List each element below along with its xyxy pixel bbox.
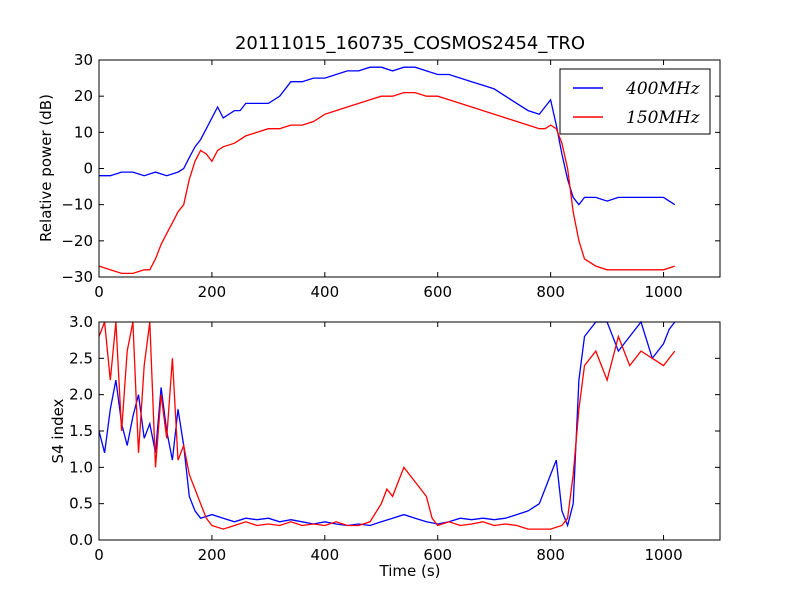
s4-y-tick-label: 0.0 (69, 531, 93, 549)
power-y-tick-label: 20 (74, 87, 93, 105)
power-series-400mhz-line (99, 66, 676, 206)
power-x-tick-label: 600 (423, 283, 452, 301)
s4-y-axis-label: S4 index (49, 398, 67, 463)
s4-y-tick-label: 2.5 (69, 349, 93, 367)
s4-x-tick-label: 0 (94, 546, 104, 564)
s4-y-tick-label: 2.0 (69, 386, 93, 404)
s4-series-group (98, 320, 676, 530)
s4-x-tick-label: 800 (536, 546, 565, 564)
power-y-tick-label: −10 (61, 196, 93, 214)
s4-x-tick-label: 600 (423, 546, 452, 564)
s4-series-400mhz-line (98, 320, 676, 528)
power-x-tick-label: 0 (94, 283, 104, 301)
power-y-tick-label: −30 (61, 268, 93, 286)
s4-y-tick-label: 3.0 (69, 313, 93, 331)
s4-x-tick-label: 200 (198, 546, 227, 564)
x-axis-label: Time (s) (379, 562, 441, 580)
legend-400mhz-label: 400MHz (625, 79, 701, 99)
power-x-tick-label: 200 (198, 283, 227, 301)
power-y-tick-label: 10 (74, 123, 93, 141)
power-series-group (98, 66, 676, 275)
chart-title: 20111015_160735_COSMOS2454_TRO (235, 33, 585, 54)
s4-x-tick-label: 1000 (644, 546, 682, 564)
legend-150mhz-label: 150MHz (626, 108, 701, 128)
s4-y-tick-label: 1.5 (69, 422, 93, 440)
s4-x-tick-label: 400 (310, 546, 339, 564)
power-series-150mhz-line (98, 91, 676, 275)
power-y-tick-label: 0 (83, 160, 93, 178)
power-y-tick-label: 30 (74, 51, 93, 69)
legend-box (559, 68, 711, 135)
power-panel: 0 200 400 600 800 1000 −30 −20 −10 0 10 20 30 Relati… (37, 51, 721, 301)
s4-ticks: 0 200 400 600 800 1000 0.0 0.5 1.0 1.5 2.0 2.5 3.0 (69, 313, 720, 564)
power-x-tick-label: 1000 (644, 283, 682, 301)
s4-y-tick-label: 1.0 (69, 458, 93, 476)
legend: 400MHz 150MHz (559, 68, 711, 135)
power-y-axis-label: Relative power (dB) (37, 94, 55, 242)
power-x-tick-label: 800 (536, 283, 565, 301)
s4-y-tick-label: 0.5 (69, 495, 93, 513)
power-x-tick-label: 400 (310, 283, 339, 301)
s4-panel: 0 200 400 600 800 1000 0.0 0.5 1.0 1.5 2.0 2.5 3.0 S… (49, 313, 721, 580)
s4-series-150mhz-line (98, 321, 676, 530)
power-y-tick-label: −20 (61, 232, 93, 250)
power-ticks: 0 200 400 600 800 1000 −30 −20 −10 0 10 20 30 (61, 51, 720, 301)
